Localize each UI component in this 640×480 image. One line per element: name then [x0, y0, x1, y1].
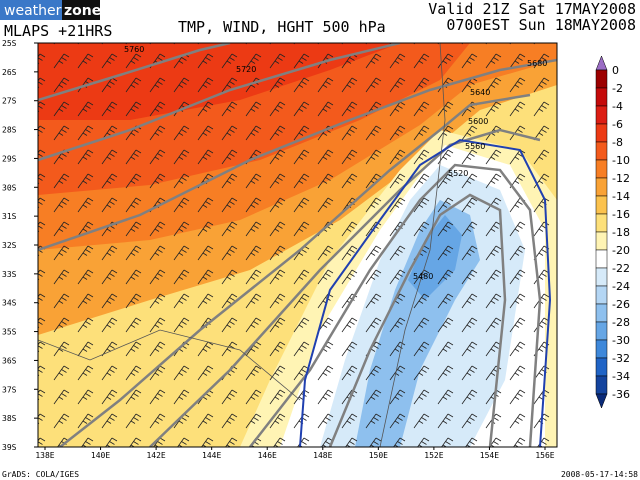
colorbar-label: -12 — [612, 172, 630, 185]
colorbar-swatch — [595, 285, 608, 305]
colorbar-swatch — [595, 375, 608, 395]
brand-left: weather — [4, 3, 62, 19]
lon-label: 144E — [202, 451, 221, 460]
colorbar-label: -22 — [612, 262, 630, 275]
lat-label: 39S — [2, 443, 17, 452]
colorbar-swatch — [595, 321, 608, 341]
lon-label: 156E — [535, 451, 554, 460]
colorbar-swatch — [595, 87, 608, 107]
colorbar-label: -32 — [612, 352, 630, 365]
local-time: 0700EST Sun 18MAY2008 — [446, 16, 636, 34]
colorbar-label: -2 — [612, 82, 623, 95]
colorbar-swatch — [595, 105, 608, 125]
brand-right: zone — [64, 3, 101, 19]
colorbar-swatch — [595, 231, 608, 251]
colorbar-cap — [595, 393, 608, 409]
colorbar: 0 -2 -4 -6 -8 -10 -12 -14 -16 -18 -20 -22 -24 -26 -28 -… — [595, 55, 630, 409]
lat-label: 30S — [2, 183, 17, 192]
colorbar-label: -28 — [612, 316, 630, 329]
contour-labels: 5760 5720 5680 5640 5600 5560 5520 5480 — [124, 45, 547, 281]
wind-barbs — [38, 43, 557, 447]
lat-label: 33S — [2, 270, 17, 279]
contour-label: 5720 — [236, 65, 256, 74]
colorbar-label: 0 — [612, 64, 619, 77]
lat-label: 36S — [2, 356, 17, 365]
lat-axis: 25S 26S 27S 28S 29S 30S 31S 32S 33S 34S 35S 36S 37S 3… — [2, 39, 38, 452]
colorbar-swatch — [595, 159, 608, 179]
lon-label: 148E — [313, 451, 332, 460]
lat-label: 37S — [2, 385, 17, 394]
colorbar-label: -30 — [612, 334, 630, 347]
lat-label: 27S — [2, 97, 17, 106]
colorbar-swatch — [595, 141, 608, 161]
lon-label: 150E — [369, 451, 388, 460]
contour-label: 5560 — [465, 142, 485, 151]
lat-label: 25S — [2, 39, 17, 48]
lat-label: 31S — [2, 212, 17, 221]
map-title: TMP, WIND, HGHT 500 hPa — [178, 18, 386, 36]
contour-label: 5680 — [527, 59, 547, 68]
contour-label: 5760 — [124, 45, 144, 54]
colorbar-label: -36 — [612, 388, 630, 401]
lon-label: 138E — [35, 451, 54, 460]
colorbar-label: -16 — [612, 208, 630, 221]
lat-label: 29S — [2, 154, 17, 163]
lat-label: 38S — [2, 414, 17, 423]
colorbar-swatch — [595, 339, 608, 359]
contour-label: 5640 — [470, 88, 490, 97]
colorbar-swatch — [595, 195, 608, 215]
lon-label: 152E — [424, 451, 443, 460]
contour-label: 5600 — [468, 117, 488, 126]
isotherm-line — [299, 138, 552, 447]
lat-label: 28S — [2, 126, 17, 135]
lat-label: 26S — [2, 68, 17, 77]
brand-box-dark — [62, 0, 100, 20]
colorbar-swatch — [595, 123, 608, 143]
footer-left: GrADS: COLA/IGES — [2, 470, 79, 479]
colorbar-swatch — [595, 177, 608, 197]
map-field — [38, 43, 557, 447]
lat-label: 34S — [2, 299, 17, 308]
lon-label: 142E — [146, 451, 165, 460]
height-contours — [38, 43, 557, 447]
lon-label: 146E — [258, 451, 277, 460]
coastline — [38, 43, 446, 447]
valid-time: Valid 21Z Sat 17MAY2008 — [428, 0, 636, 18]
footer-right: 2008-05-17-14:58 — [561, 470, 638, 479]
colorbar-swatch — [595, 249, 608, 269]
colorbar-label: -24 — [612, 280, 630, 293]
lat-label: 32S — [2, 241, 17, 250]
colorbar-label: -8 — [612, 136, 623, 149]
brand-box — [0, 0, 62, 20]
colorbar-label: -14 — [612, 190, 630, 203]
lon-axis: 138E 140E 142E 144E 146E 148E 150E 152E 154E 156E — [35, 447, 555, 460]
colorbar-swatch — [595, 267, 608, 287]
lat-label: 35S — [2, 328, 17, 337]
lon-label: 140E — [91, 451, 110, 460]
colorbar-label: -6 — [612, 118, 623, 131]
model-label: MLAPS +21HRS — [4, 22, 112, 40]
colorbar-label: -10 — [612, 154, 630, 167]
colorbar-label: -26 — [612, 298, 630, 311]
contour-label: 5520 — [448, 169, 468, 178]
colorbar-swatch — [595, 357, 608, 377]
colorbar-label: -34 — [612, 370, 630, 383]
colorbar-swatch — [595, 69, 608, 89]
colorbar-label: -18 — [612, 226, 630, 239]
colorbar-swatch — [595, 303, 608, 323]
contour-label: 5480 — [413, 272, 433, 281]
lon-label: 154E — [480, 451, 499, 460]
colorbar-swatch — [595, 213, 608, 233]
colorbar-label: -4 — [612, 100, 623, 113]
colorbar-label: -20 — [612, 244, 630, 257]
